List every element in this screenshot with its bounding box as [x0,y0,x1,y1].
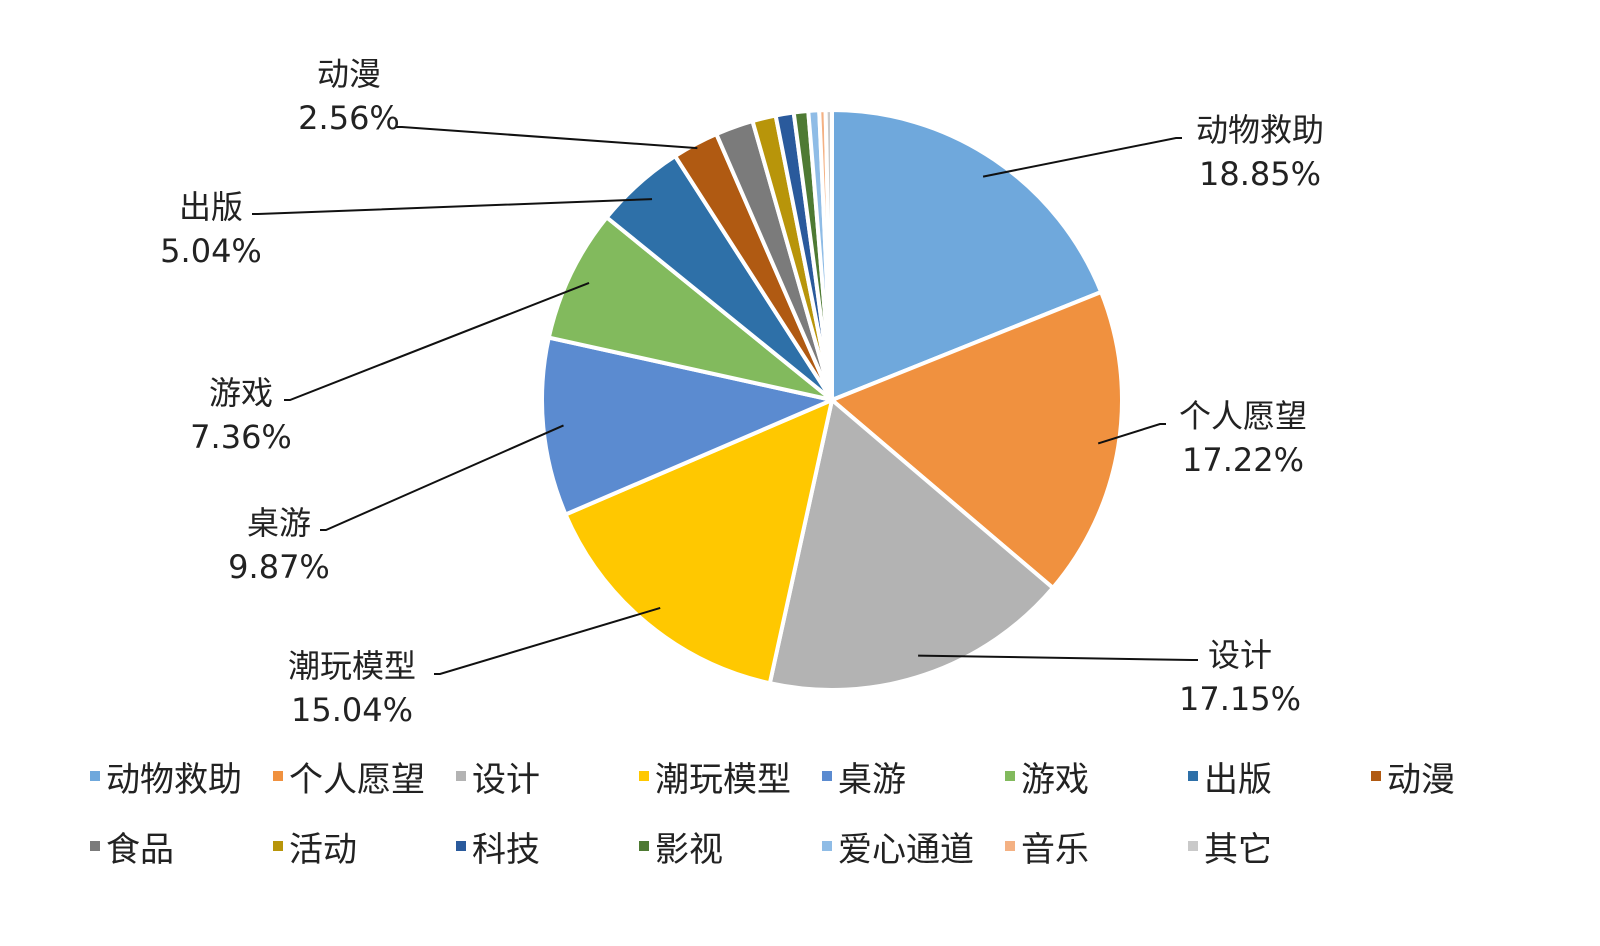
legend-label: 设计 [472,759,540,800]
pie-slices [540,107,1124,692]
legend-label: 动物救助 [106,759,242,800]
legend-swatch [639,771,649,781]
legend-label: 科技 [472,829,540,870]
legend-item: 活动 [273,822,456,870]
legend-swatch [639,841,649,851]
legend-swatch [273,841,283,851]
pie-slice [546,214,834,402]
legend-item: 个人愿望 [273,752,456,800]
legend-label: 桌游 [838,759,906,800]
slice-percent-label: 7.36% [190,418,292,456]
leader-line [320,424,564,531]
slice-labels: 动物救助 18.85% 个人愿望 17.22% 设计 17.15% 潮玩模型 15.04% 桌游… [160,55,1324,729]
legend-swatch [822,771,832,781]
leader-line [982,137,1182,178]
chart-legend: 动物救助 个人愿望 设计 潮玩模型 桌游 游戏 出版 动漫食品 活动 科技 影视 爱心通道 音乐 其它 [90,752,1560,870]
slice-category-label: 潮玩模型 [288,647,416,685]
slice-percent-label: 2.56% [298,99,400,137]
legend-label: 活动 [289,829,357,870]
legend-item: 出版 [1188,752,1371,800]
leader-line [1097,423,1166,445]
slice-percent-label: 9.87% [228,548,330,586]
legend-item: 食品 [90,822,273,870]
pie-slice [830,107,1104,403]
legend-label: 出版 [1204,759,1272,800]
slice-category-label: 出版 [179,188,243,226]
pie-slice [828,289,1124,591]
legend-item: 设计 [456,752,639,800]
legend-swatch [822,841,832,851]
leader-line [252,198,653,215]
leader-line [918,654,1198,661]
pie-slice [823,107,834,401]
slice-percent-label: 5.04% [160,232,262,270]
legend-swatch [90,841,100,851]
slice-percent-label: 17.22% [1182,441,1304,479]
legend-label: 个人愿望 [289,759,425,800]
leader-line [396,126,698,150]
legend-item: 动漫 [1371,752,1554,800]
leader-lines [252,126,1198,675]
legend-swatch [273,771,283,781]
legend-label: 动漫 [1387,759,1455,800]
leader-line [434,606,661,675]
legend-item: 游戏 [1005,752,1188,800]
legend-swatch [1005,771,1015,781]
legend-item: 桌游 [822,752,1005,800]
slice-category-label: 动物救助 [1196,111,1324,149]
legend-label: 其它 [1204,829,1272,870]
legend-item: 动物救助 [90,752,273,800]
legend-item: 影视 [639,822,822,870]
legend-swatch [1371,771,1381,781]
legend-item: 科技 [456,822,639,870]
legend-label: 游戏 [1021,759,1089,800]
slice-percent-label: 15.04% [291,691,413,729]
legend-swatch [456,841,466,851]
slice-category-label: 设计 [1208,636,1272,674]
slice-category-label: 桌游 [247,504,311,542]
legend-item: 爱心通道 [822,822,1005,870]
slice-category-label: 动漫 [317,55,381,93]
pie-chart: 动物救助 18.85% 个人愿望 17.22% 设计 17.15% 潮玩模型 15.04% 桌游… [160,55,1324,729]
slice-category-label: 游戏 [209,374,273,412]
legend-swatch [1188,841,1198,851]
slice-category-label: 个人愿望 [1179,397,1307,435]
pie-slice [540,335,839,518]
legend-swatch [1005,841,1015,851]
pie-slice [767,396,1056,692]
legend-label: 潮玩模型 [655,759,791,800]
leader-line [284,281,590,401]
legend-label: 音乐 [1021,829,1089,870]
legend-item: 音乐 [1005,822,1188,870]
pie-slice [562,396,835,686]
legend-label: 影视 [655,829,723,870]
legend-swatch [456,771,466,781]
slice-percent-label: 17.15% [1179,680,1301,718]
legend-item: 潮玩模型 [639,752,822,800]
legend-label: 爱心通道 [838,829,974,870]
legend-label: 食品 [106,829,174,870]
legend-item: 其它 [1188,822,1371,870]
legend-swatch [90,771,100,781]
slice-percent-label: 18.85% [1199,155,1321,193]
legend-swatch [1188,771,1198,781]
